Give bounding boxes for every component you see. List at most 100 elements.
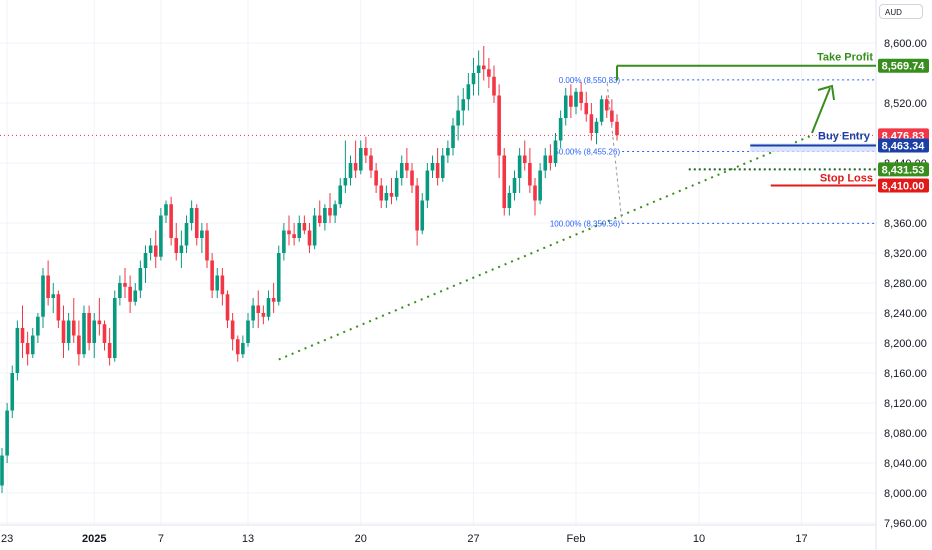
candle-body [56,294,61,321]
y-tick-label: 7,960.00 [884,518,927,530]
candle-body [179,245,184,253]
candle-body [594,121,599,133]
x-tick-label: 23 [1,533,13,545]
candle-body [548,155,553,163]
candle-body [440,155,445,178]
candle-body [123,283,127,287]
candle-body [297,223,302,238]
candle-body [410,170,414,186]
candle-body [205,230,209,261]
candle-body [487,69,491,77]
candle-body [425,170,430,201]
candle-body [615,121,619,136]
y-tick-label: 8,040.00 [884,458,927,470]
candle-body [292,234,296,238]
y-tick-label: 8,080.00 [884,428,927,440]
candles [0,46,619,493]
currency-selector[interactable]: AUD [879,4,923,19]
candle-body [533,185,537,201]
candle-body [87,313,91,343]
candle-body [118,283,122,298]
price-tag [878,162,929,177]
fib-trend-line [606,79,623,224]
candle-body [405,163,409,171]
candle-body [476,65,481,73]
candle-body [369,155,373,171]
candle-body [220,275,225,295]
candle-body [184,223,189,246]
candle-body [230,320,235,340]
x-tick-label: 20 [355,533,367,545]
candle-body [399,163,404,178]
candle-body [538,170,542,201]
candle-body [189,208,194,223]
fib-level-label: 50.00% (8,455.26) [554,148,620,157]
candle-body [256,305,261,313]
candle-body [512,178,517,193]
y-tick-label: 8,160.00 [884,368,927,380]
price-tag [878,58,929,73]
candle-body [569,95,573,107]
candle-body [215,275,220,291]
candle-body [71,320,76,336]
candle-body [138,268,143,291]
candle-body [579,91,583,103]
y-tick-label: 8,240.00 [884,308,927,320]
candle-body [194,208,199,238]
candle-body [77,335,81,355]
candle-body [200,230,204,238]
candle-body [389,193,394,197]
candle-body [225,294,230,321]
candle-body [492,76,496,96]
candle-body [471,73,476,85]
candle-body [61,320,66,343]
candle-body [507,193,512,208]
candle-body [358,148,363,171]
candle-body [528,163,532,186]
candle-body [251,305,255,321]
candle-body [364,148,368,156]
candle-body [379,185,384,201]
candle-body [143,253,148,268]
price-tag [878,138,929,153]
candle-body [384,193,389,201]
fib-level-label: 100.00% (8,359.56) [550,219,621,228]
candle-body [82,313,86,355]
candle-body [302,223,307,231]
candle-body [133,290,138,302]
candle-body [66,320,71,343]
candle-body [159,215,163,257]
candle-body [353,163,358,171]
x-tick-label: 2025 [82,533,106,545]
candle-body [323,208,327,223]
candle-body [282,230,286,253]
y-tick-label: 8,600.00 [884,38,927,50]
candle-body [153,245,158,257]
arrow-head-icon [817,84,835,101]
candle-body [456,110,460,126]
candle-body [466,84,471,100]
candle-body [553,140,558,163]
candle-body [451,125,455,148]
price-tag-label: 8,431.53 [882,164,925,176]
y-tick-label: 8,520.00 [884,98,927,110]
price-tag-label: 8,569.74 [882,61,926,73]
candle-body [599,99,604,122]
candle-body [92,320,97,343]
candle-body [148,245,153,253]
candle-body [51,294,56,298]
x-tick-label: Feb [567,533,586,545]
candle-body [102,324,107,343]
price-tags: 8,569.748,476.838,463.348,431.538,410.00 [878,58,929,193]
candle-body [46,275,50,298]
candle-body [348,163,353,178]
candle-body [502,155,507,208]
candle-body [435,163,440,178]
candle-body [210,260,214,291]
trendline [278,133,815,361]
candle-body [338,185,343,205]
candle-body [446,148,450,156]
candle-body [307,230,312,246]
candle-body [36,316,40,336]
